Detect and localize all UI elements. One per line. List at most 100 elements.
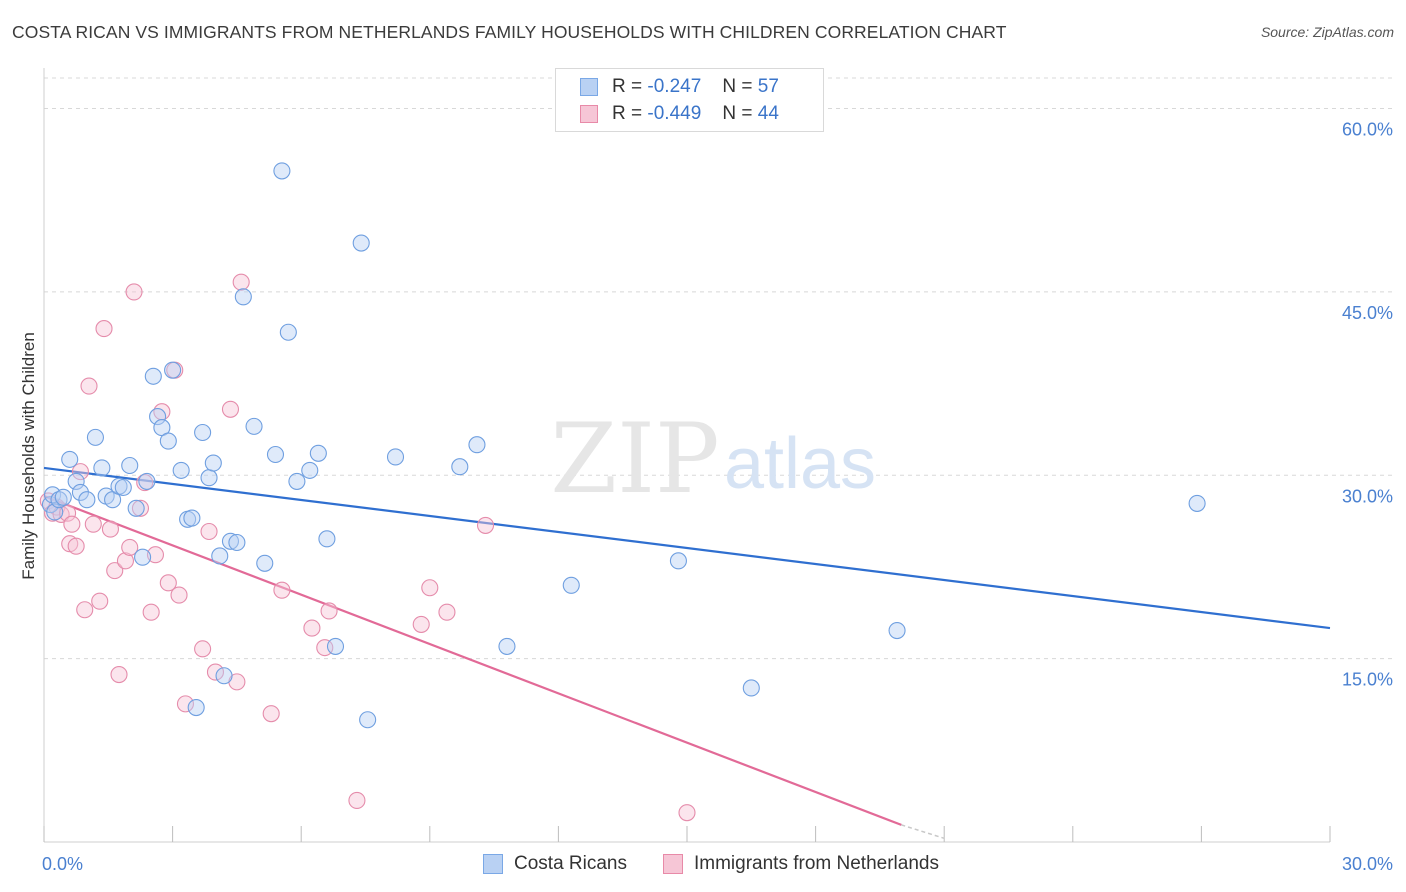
netherlands-point (412, 615, 430, 633)
netherlands-point (303, 619, 321, 637)
costa-ricans-point (386, 448, 405, 466)
netherlands-point (80, 377, 98, 395)
netherlands-point (146, 546, 165, 564)
data-points (39, 162, 1206, 822)
costa-ricans-point (200, 469, 218, 487)
netherlands-point (176, 695, 195, 713)
netherlands-point (71, 463, 89, 481)
y-tick-label: 60.0% (1342, 120, 1393, 140)
costa-ricans-point (318, 530, 336, 548)
costa-ricans-point (288, 472, 306, 490)
costa-ricans-point (266, 445, 285, 464)
legend-r-value: -0.247 (647, 76, 702, 97)
costa-ricans-point (562, 576, 580, 594)
legend-r-value: -0.449 (647, 103, 702, 124)
costa-ricans-point (215, 667, 233, 685)
netherlands-point (131, 499, 149, 517)
costa-ricans-point (742, 679, 760, 697)
costa-ricans-point (279, 323, 297, 341)
grid-lines (44, 77, 1395, 660)
netherlands-point (678, 804, 696, 822)
netherlands-point (232, 273, 250, 291)
costa-ricans-point (1188, 494, 1206, 512)
netherlands-point (63, 515, 81, 533)
costa-ricans-point (326, 637, 345, 655)
netherlands-point (476, 516, 495, 534)
costa-ricans-point (61, 450, 79, 468)
watermark-zip: ZIP (550, 403, 719, 515)
netherlands-point (273, 581, 291, 599)
costa-ricans-point (498, 637, 516, 655)
tick-labels: 15.0% 30.0% 45.0% 60.0% 0.0% 30.0% (42, 120, 1393, 874)
costa-ricans-point (164, 361, 182, 379)
costa-ricans-point (67, 472, 85, 490)
bottom-legend-label: Costa Ricans (514, 853, 627, 874)
costa-ricans-point (228, 533, 246, 552)
costa-ricans-point (127, 499, 145, 517)
bottom-legend-swatch-pink (663, 854, 683, 874)
netherlands-point (262, 705, 280, 723)
costa-ricans-point (301, 461, 319, 479)
costa-ricans-point (245, 417, 263, 435)
x-tick-label: 30.0% (1342, 854, 1393, 874)
costa-ricans-point (183, 509, 201, 527)
trend-line (43, 466, 1331, 630)
costa-ricans-point (359, 711, 377, 729)
costa-ricans-point (86, 428, 104, 446)
netherlands-point (101, 520, 119, 538)
legend-n-label: N = (722, 103, 753, 124)
legend-r-label: R = (612, 76, 643, 97)
costa-ricans-point (352, 234, 370, 252)
netherlands-point (59, 504, 77, 522)
costa-ricans-point (888, 621, 906, 640)
costa-ricans-point (93, 459, 111, 477)
costa-ricans-point (204, 454, 222, 472)
costa-ricans-point (273, 162, 291, 180)
netherlands-point (76, 601, 94, 619)
bottom-legend-label: Immigrants from Netherlands (694, 853, 939, 874)
watermark-atlas: atlas (724, 424, 876, 504)
trend-line-extension (901, 824, 945, 840)
y-tick-label: 30.0% (1342, 486, 1393, 506)
netherlands-point (67, 537, 85, 555)
netherlands-point (159, 574, 177, 592)
costa-ricans-point (468, 436, 486, 454)
costa-ricans-point (669, 552, 687, 570)
netherlands-point (121, 538, 139, 556)
legend-n-label: N = (722, 76, 753, 97)
legend-swatch-pink (580, 105, 598, 123)
trend-lines (43, 466, 1331, 840)
netherlands-point (116, 552, 134, 570)
costa-ricans-point (78, 491, 96, 509)
legend-n-value: 44 (757, 103, 779, 124)
axes (43, 68, 1331, 843)
costa-ricans-point (138, 472, 156, 490)
costa-ricans-point (256, 554, 274, 572)
x-tick-label: 0.0% (42, 854, 83, 874)
legend-swatch-blue (580, 78, 598, 96)
netherlands-point (348, 791, 366, 809)
chart-title: COSTA RICAN VS IMMIGRANTS FROM NETHERLAN… (12, 22, 1007, 42)
costa-ricans-point (114, 478, 132, 497)
legend-n-value: 57 (757, 76, 779, 97)
netherlands-point (170, 586, 188, 604)
y-tick-label: 45.0% (1342, 303, 1393, 323)
netherlands-point (84, 515, 102, 533)
netherlands-point (438, 603, 456, 621)
costa-ricans-point (187, 698, 205, 717)
netherlands-point (91, 592, 109, 610)
costa-ricans-point (149, 408, 167, 426)
costa-ricans-point (54, 488, 72, 506)
correlation-legend: R = -0.247 N = 57 R = -0.449 N = 44 (555, 68, 824, 132)
netherlands-point (194, 640, 212, 658)
costa-ricans-point (159, 432, 177, 450)
netherlands-point (200, 522, 218, 541)
costa-ricans-point (134, 548, 152, 566)
costa-ricans-point (234, 288, 252, 306)
y-axis-label: Family Households with Children (19, 332, 38, 580)
costa-ricans-point (309, 444, 327, 462)
y-tick-label: 15.0% (1342, 670, 1393, 690)
netherlands-point (221, 400, 240, 418)
bottom-legend-swatch-blue (483, 854, 503, 874)
